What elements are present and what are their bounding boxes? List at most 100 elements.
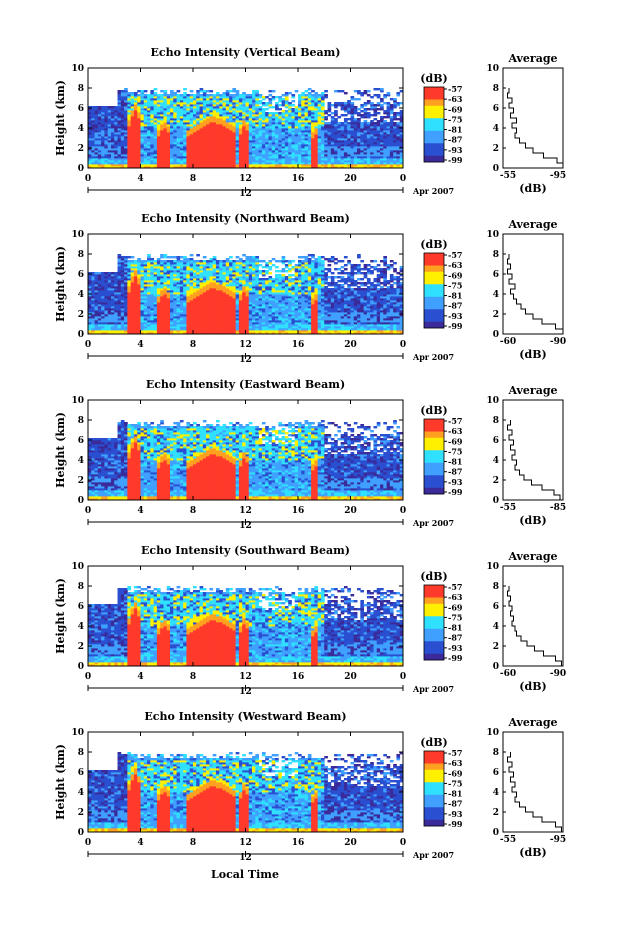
colorbar-tick-label: -81 bbox=[448, 457, 462, 467]
profile-y-tick-label: 6 bbox=[493, 270, 499, 280]
colorbar-tick-label: -63 bbox=[448, 260, 463, 270]
x-tick-label: 0 bbox=[85, 174, 91, 184]
x-tick-label: 0 bbox=[400, 340, 406, 350]
x-tick-label: 8 bbox=[190, 174, 196, 184]
panel-title: Echo Intensity (Eastward Beam) bbox=[146, 378, 345, 391]
colorbar-tick-label: -87 bbox=[448, 633, 462, 643]
profile-x-tick-label: -60 bbox=[500, 669, 516, 679]
x-tick-label: 20 bbox=[344, 174, 357, 184]
y-tick-label: 2 bbox=[78, 808, 84, 818]
x-tick-label: 20 bbox=[344, 506, 357, 516]
profile-y-tick-label: 4 bbox=[493, 456, 499, 466]
profile-y-tick-label: 8 bbox=[493, 582, 499, 592]
y-axis-label: Height (km) bbox=[54, 80, 67, 156]
x-tick-label: 8 bbox=[190, 340, 196, 350]
panel-1: Echo Intensity (Northward Beam) 0 2 4 6 8 10 0 4… bbox=[54, 212, 566, 365]
profile-y-tick-label: 0 bbox=[493, 496, 499, 506]
profile-y-tick-label: 0 bbox=[493, 662, 499, 672]
profile-y-tick-label: 8 bbox=[493, 416, 499, 426]
profile-frame bbox=[502, 233, 564, 335]
panel-title: Echo Intensity (Northward Beam) bbox=[141, 212, 350, 225]
date-label: Apr 2007 bbox=[412, 518, 454, 528]
colorbar-tick-label: -69 bbox=[448, 602, 463, 612]
y-tick-label: 8 bbox=[78, 582, 84, 592]
profile-x-tick-label: -60 bbox=[500, 337, 516, 347]
y-tick-label: 10 bbox=[71, 562, 84, 572]
x-tick-label: 4 bbox=[137, 174, 143, 184]
colorbar-tick-label: -75 bbox=[448, 446, 462, 456]
profile-y-tick-label: 2 bbox=[493, 310, 499, 320]
y-tick-label: 0 bbox=[78, 330, 84, 340]
profile-x-tick-label: -90 bbox=[550, 337, 566, 347]
colorbar-tick-label: -87 bbox=[448, 135, 462, 145]
colorbar-tick-label: -57 bbox=[448, 416, 462, 426]
y-axis-label: Height (km) bbox=[54, 578, 67, 654]
profile-y-tick-label: 0 bbox=[493, 330, 499, 340]
y-tick-label: 4 bbox=[78, 124, 84, 134]
x-tick-label: 4 bbox=[137, 340, 143, 350]
colorbar-tick-label: -87 bbox=[448, 301, 462, 311]
x-tick-label: 0 bbox=[400, 838, 406, 848]
x-tick-label: 8 bbox=[190, 506, 196, 516]
y-tick-label: 2 bbox=[78, 144, 84, 154]
profile-line bbox=[507, 752, 562, 832]
heatmap-cells bbox=[88, 752, 404, 833]
profile-y-tick-label: 0 bbox=[493, 828, 499, 838]
profile-x-label: (dB) bbox=[519, 182, 546, 195]
profile-y-tick-label: 2 bbox=[493, 642, 499, 652]
colorbar-tick-label: -69 bbox=[448, 436, 463, 446]
y-tick-label: 2 bbox=[78, 476, 84, 486]
date-tick-label: 12 bbox=[239, 189, 252, 199]
colorbar-tick-label: -81 bbox=[448, 291, 462, 301]
x-tick-label: 16 bbox=[292, 340, 305, 350]
colorbar-tick-label: -57 bbox=[448, 582, 462, 592]
profile-title: Average bbox=[507, 716, 557, 729]
x-tick-label: 0 bbox=[85, 838, 91, 848]
profile-y-tick-label: 6 bbox=[493, 436, 499, 446]
colorbar bbox=[423, 86, 445, 163]
colorbar-tick-label: -75 bbox=[448, 114, 462, 124]
colorbar bbox=[423, 418, 445, 495]
colorbar-tick-label: -63 bbox=[448, 758, 463, 768]
colorbar-tick-label: -57 bbox=[448, 84, 462, 94]
colorbar-tick-label: -75 bbox=[448, 280, 462, 290]
y-tick-label: 8 bbox=[78, 250, 84, 260]
profile-x-tick-label: -95 bbox=[550, 171, 566, 181]
profile-line bbox=[507, 420, 561, 500]
colorbar-tick-label: -99 bbox=[448, 155, 463, 165]
y-tick-label: 4 bbox=[78, 622, 84, 632]
colorbar-tick-label: -81 bbox=[448, 623, 462, 633]
colorbar-tick-label: -75 bbox=[448, 612, 462, 622]
colorbar-tick-label: -93 bbox=[448, 643, 463, 653]
x-tick-label: 0 bbox=[400, 672, 406, 682]
profile-line bbox=[507, 88, 564, 168]
y-tick-label: 8 bbox=[78, 416, 84, 426]
y-tick-label: 8 bbox=[78, 84, 84, 94]
profile-x-tick-label: -55 bbox=[500, 835, 516, 845]
colorbar-tick-label: -99 bbox=[448, 487, 463, 497]
y-tick-label: 2 bbox=[78, 642, 84, 652]
colorbar-unit: (dB) bbox=[420, 570, 447, 583]
profile-y-tick-label: 4 bbox=[493, 124, 499, 134]
y-tick-label: 6 bbox=[78, 104, 84, 114]
colorbar-tick-label: -75 bbox=[448, 778, 462, 788]
profile-x-tick-label: -55 bbox=[500, 503, 516, 513]
profile-y-tick-label: 6 bbox=[493, 602, 499, 612]
y-tick-label: 10 bbox=[71, 728, 84, 738]
profile-y-tick-label: 6 bbox=[493, 104, 499, 114]
profile-x-tick-label: -90 bbox=[550, 669, 566, 679]
heatmap-cells bbox=[88, 254, 404, 335]
y-axis-label: Height (km) bbox=[54, 246, 67, 322]
y-tick-label: 0 bbox=[78, 164, 84, 174]
y-tick-label: 4 bbox=[78, 290, 84, 300]
profile-frame bbox=[502, 565, 564, 667]
colorbar-tick-label: -93 bbox=[448, 311, 463, 321]
y-axis-label: Height (km) bbox=[54, 744, 67, 820]
profile-x-tick-label: -55 bbox=[500, 171, 516, 181]
profile-y-tick-label: 4 bbox=[493, 290, 499, 300]
x-axis-label: Local Time bbox=[211, 868, 279, 881]
y-tick-label: 4 bbox=[78, 788, 84, 798]
colorbar-tick-label: -57 bbox=[448, 250, 462, 260]
profile-x-tick-label: -85 bbox=[550, 503, 566, 513]
x-tick-label: 0 bbox=[85, 506, 91, 516]
